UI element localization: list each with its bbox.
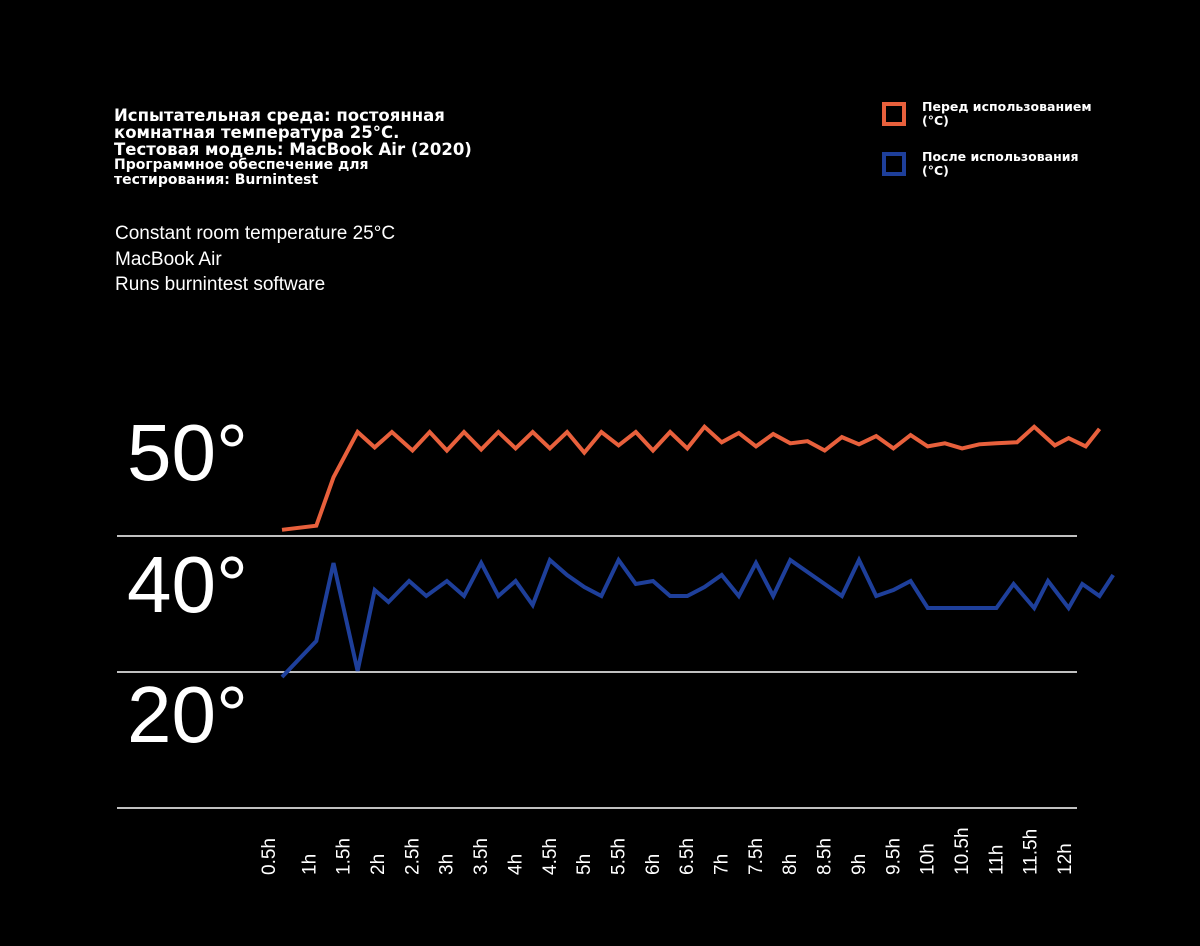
legend-label-after: После использования (°C) bbox=[922, 149, 1079, 178]
title-line: Испытательная среда: постоянная bbox=[114, 106, 445, 125]
description-line: MacBook Air bbox=[115, 248, 222, 270]
x-tick-label: 9h bbox=[849, 854, 870, 875]
x-tick-label: 5h bbox=[574, 854, 595, 875]
chart-legend: Перед использованием (°C) После использо… bbox=[880, 100, 1100, 200]
x-tick-label: 8.5h bbox=[815, 838, 836, 875]
legend-label-before: Перед использованием (°C) bbox=[922, 99, 1092, 128]
legend-item-before: Перед использованием (°C) bbox=[880, 100, 1100, 142]
subtitle-line: Программное обеспечение для bbox=[114, 157, 369, 173]
series-line-before bbox=[281, 423, 1102, 532]
chart-header: Испытательная среда: постоянная комнатна… bbox=[114, 107, 534, 188]
x-tick-label: 1.5h bbox=[334, 838, 355, 875]
x-tick-label: 12h bbox=[1055, 843, 1076, 875]
x-tick-label: 2h bbox=[368, 854, 389, 875]
x-tick-label: 7h bbox=[712, 854, 733, 875]
y-tick-label: 40° bbox=[127, 540, 248, 629]
title-line: Тестовая модель: MacBook Air (2020) bbox=[114, 140, 472, 159]
x-tick-label: 3h bbox=[437, 854, 458, 875]
legend-swatch-before bbox=[882, 102, 906, 126]
test-description: Constant room temperature 25°C MacBook A… bbox=[115, 221, 395, 298]
legend-item-after: После использования (°C) bbox=[880, 150, 1100, 192]
y-tick-label: 50° bbox=[127, 408, 248, 497]
x-tick-label: 6.5h bbox=[677, 838, 698, 875]
x-tick-label: 5.5h bbox=[609, 838, 630, 875]
y-tick-label: 20° bbox=[127, 670, 248, 759]
legend-swatch-after bbox=[882, 152, 906, 176]
x-tick-label: 2.5h bbox=[402, 838, 423, 875]
title-line: комнатная температура 25°C. bbox=[114, 123, 400, 142]
x-tick-label: 3.5h bbox=[471, 838, 492, 875]
x-tick-label: 11h bbox=[986, 845, 1007, 875]
series-line-after bbox=[280, 555, 1115, 679]
x-tick-label: 10.5h bbox=[952, 827, 973, 875]
x-tick-label: 6h bbox=[643, 854, 664, 875]
x-tick-label: 0.5h bbox=[259, 838, 280, 875]
x-tick-label: 4h bbox=[505, 854, 526, 875]
x-tick-label: 8h bbox=[780, 854, 801, 875]
description-line: Runs burnintest software bbox=[115, 274, 326, 295]
x-tick-label: 7.5h bbox=[746, 838, 767, 875]
x-tick-label: 9.5h bbox=[883, 838, 904, 875]
description-line: Constant room temperature 25°C bbox=[115, 223, 396, 244]
x-tick-label: 10h bbox=[918, 843, 939, 875]
x-tick-label: 4.5h bbox=[540, 838, 561, 875]
x-tick-label: 11.5h bbox=[1021, 829, 1042, 875]
x-tick-label: 1h bbox=[299, 854, 320, 875]
subtitle-line: тестирования: Burnintest bbox=[114, 172, 319, 188]
